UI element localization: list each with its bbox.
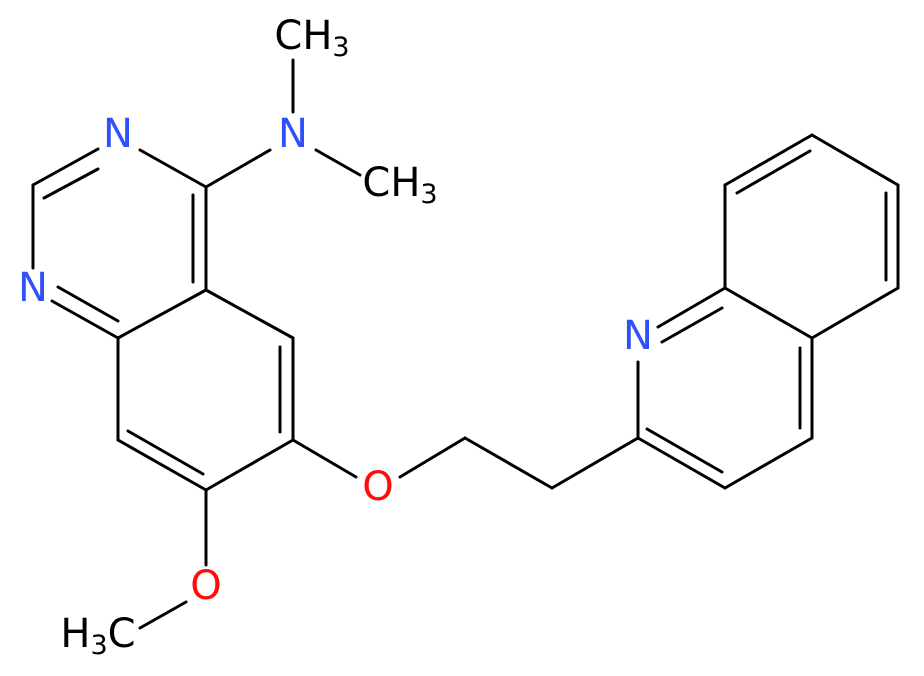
bond: [398, 436, 467, 479]
bond: [810, 286, 900, 340]
atom-label: N: [103, 111, 133, 157]
bond: [735, 149, 812, 195]
bond: [204, 288, 295, 340]
bonds: [31, 58, 900, 630]
bond: [138, 148, 208, 189]
bond: [463, 436, 554, 490]
bond: [810, 133, 900, 187]
atom-label: H3C: [60, 611, 135, 661]
atom-label: CH3: [274, 13, 349, 63]
label-subscript: 3: [332, 32, 349, 63]
atom-label: N: [18, 265, 48, 311]
label-tail: C: [108, 611, 136, 657]
bond: [550, 436, 640, 490]
label-main: H: [60, 611, 90, 657]
atom-label: O: [362, 464, 393, 510]
bond: [126, 429, 205, 476]
bond: [291, 438, 358, 479]
bond: [660, 306, 724, 344]
atom-label: N: [278, 111, 308, 157]
bond: [723, 286, 814, 340]
bond: [645, 427, 724, 474]
bond: [204, 148, 272, 189]
label-subscript: 3: [420, 179, 437, 210]
atom-label: O: [190, 563, 221, 609]
bond: [636, 436, 727, 490]
bond: [723, 436, 814, 490]
bond: [50, 299, 120, 340]
bond: [56, 285, 120, 323]
bond: [138, 600, 188, 630]
bond: [42, 167, 100, 200]
bond: [116, 288, 208, 340]
bond: [116, 438, 208, 492]
bond: [31, 147, 100, 187]
atom-label: CH3: [362, 160, 437, 210]
atom-label: N: [623, 313, 653, 359]
label-main: CH: [362, 160, 420, 206]
label-main: CH: [274, 13, 332, 59]
bond: [723, 133, 814, 187]
bond: [204, 438, 295, 492]
bond: [656, 286, 727, 329]
bond: [314, 148, 362, 177]
label-subscript: 3: [90, 630, 107, 661]
